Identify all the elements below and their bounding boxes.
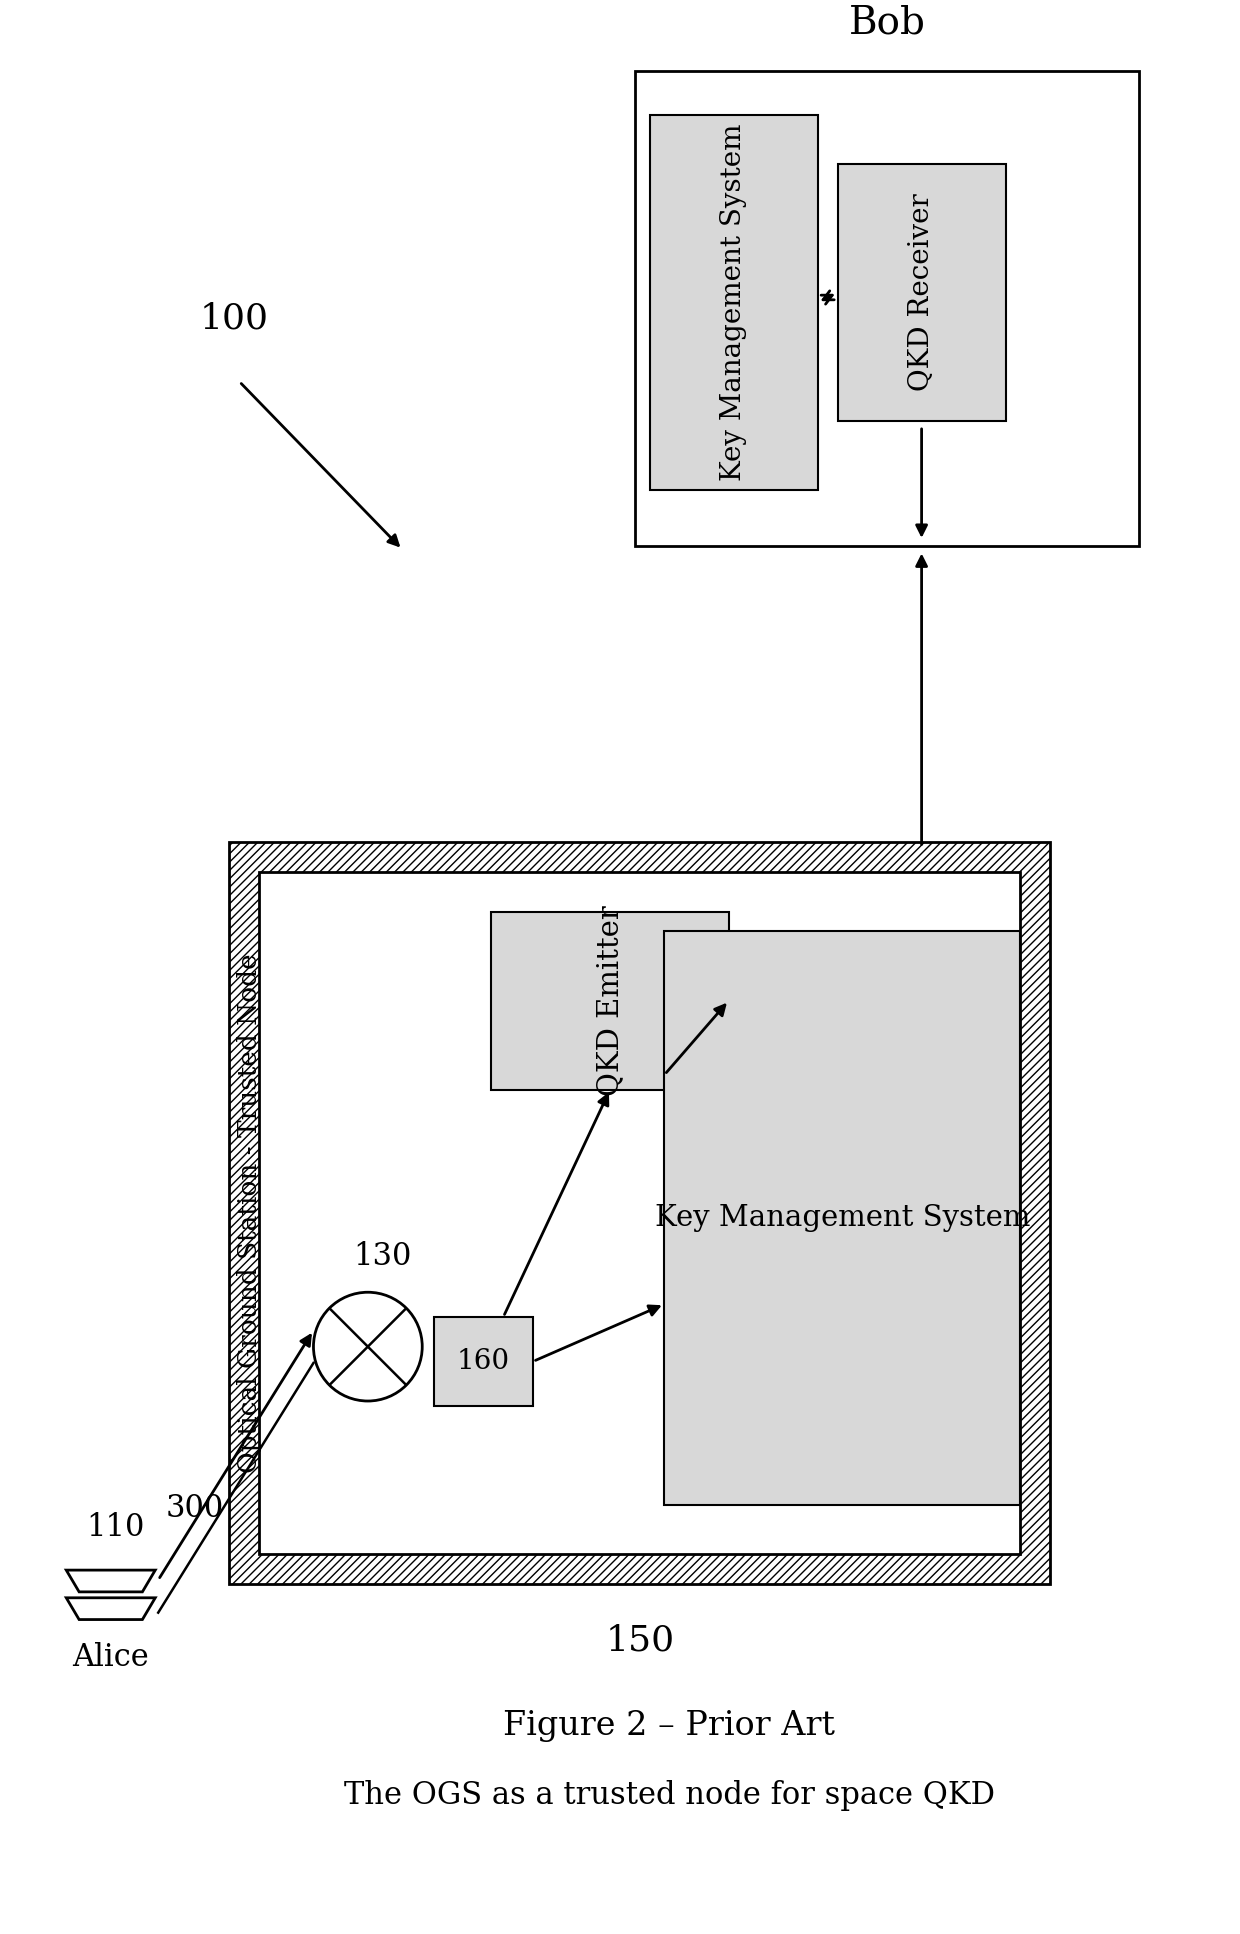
Bar bbox=[650, 114, 817, 491]
Text: 160: 160 bbox=[458, 1348, 510, 1375]
Polygon shape bbox=[66, 1570, 155, 1592]
Text: Bob: Bob bbox=[848, 4, 925, 41]
Text: Key Management System: Key Management System bbox=[720, 124, 748, 482]
Text: Figure 2 – Prior Art: Figure 2 – Prior Art bbox=[503, 1710, 836, 1743]
Text: Alice: Alice bbox=[72, 1642, 149, 1673]
Text: 300: 300 bbox=[166, 1493, 224, 1524]
Text: 110: 110 bbox=[87, 1512, 145, 1543]
Text: The OGS as a trusted node for space QKD: The OGS as a trusted node for space QKD bbox=[343, 1779, 994, 1810]
Text: 150: 150 bbox=[605, 1623, 675, 1657]
Text: QKD Receiver: QKD Receiver bbox=[908, 193, 935, 391]
Polygon shape bbox=[66, 1597, 155, 1619]
Text: 100: 100 bbox=[200, 302, 269, 335]
Text: Key Management System: Key Management System bbox=[655, 1205, 1030, 1232]
Bar bbox=[434, 1317, 533, 1406]
Bar bbox=[837, 164, 1006, 422]
Text: Optical Ground Station - Trusted Node: Optical Ground Station - Trusted Node bbox=[237, 953, 262, 1474]
Bar bbox=[491, 911, 729, 1089]
Bar bbox=[635, 72, 1140, 545]
Text: 130: 130 bbox=[353, 1242, 412, 1273]
Text: QKD Emitter: QKD Emitter bbox=[596, 905, 624, 1097]
Bar bbox=[665, 932, 1021, 1505]
Bar bbox=[229, 843, 1050, 1584]
Bar bbox=[259, 872, 1021, 1555]
